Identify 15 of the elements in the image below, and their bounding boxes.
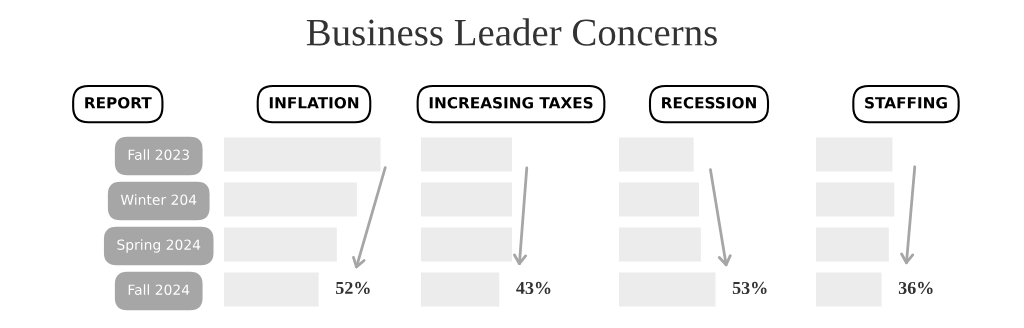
y-tick-label: Fall 2024 — [128, 284, 190, 295]
data-label: 43% — [516, 281, 551, 295]
text: Business Leader Concerns — [306, 18, 717, 46]
chart-title: INFLATION — [269, 96, 359, 109]
chart-title: STAFFING — [865, 96, 947, 109]
data-label: 52% — [336, 281, 370, 295]
chart-title: RECESSION — [662, 96, 756, 109]
data-label: 53% — [732, 281, 767, 295]
chart-title: INCREASING TAXES — [429, 96, 593, 109]
y-tick-label: Winter 204 — [120, 194, 197, 205]
y-axis-title: REPORT — [85, 96, 152, 109]
bar — [224, 137, 381, 172]
data-label: 36% — [898, 281, 933, 295]
y-tick-label: Fall 2023 — [128, 149, 189, 160]
y-tick-label: Spring 2024 — [117, 239, 201, 253]
